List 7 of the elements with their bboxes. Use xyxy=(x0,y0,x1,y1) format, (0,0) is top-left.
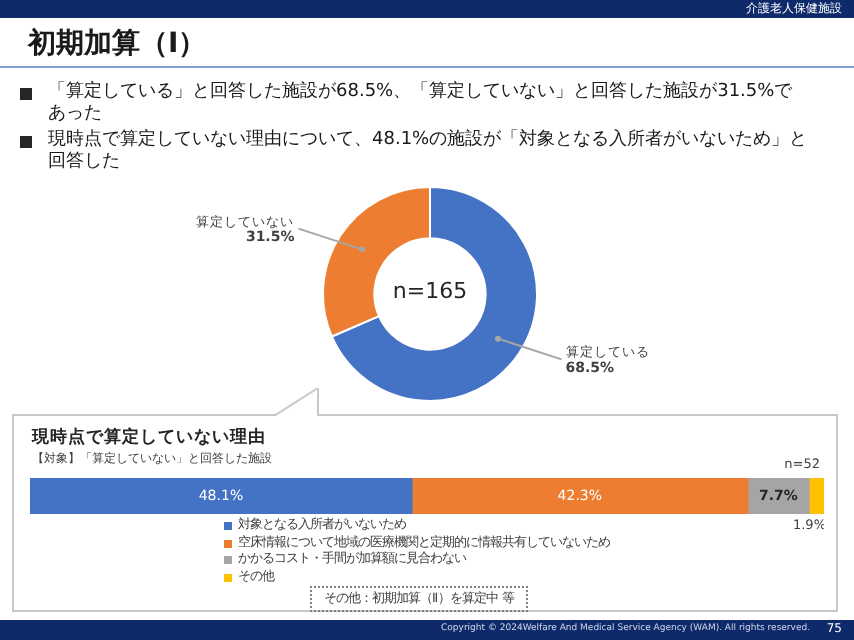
text: 現時点で算定していない理由について、48.1%の施設が「対象となる入所者がいないため」と回答した xyxy=(48,130,810,174)
bar xyxy=(30,478,413,514)
bar xyxy=(411,478,749,514)
chart-title: 現時点で算定していない理由 xyxy=(32,426,266,450)
text: 「算定している」と回答した施設が68.5%、「算定していない」と回答した施設が31.5%であった xyxy=(48,82,795,126)
text: n=165 xyxy=(390,278,470,304)
chart-title: 初期加算（Ⅰ） xyxy=(28,26,207,62)
